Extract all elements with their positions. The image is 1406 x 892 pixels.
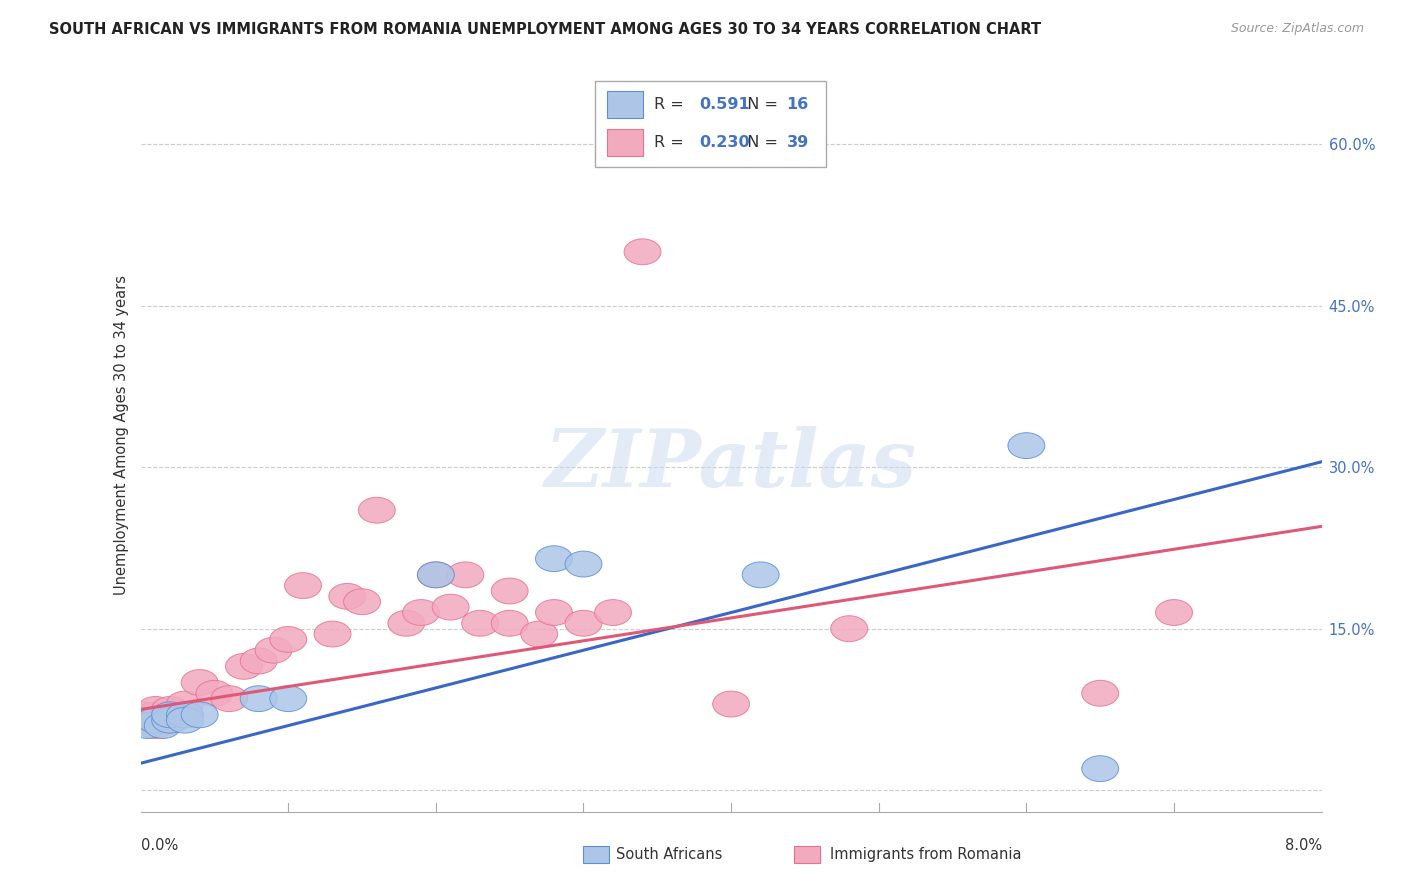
Text: R =: R = [654, 135, 689, 150]
Ellipse shape [195, 681, 233, 706]
Ellipse shape [152, 697, 188, 723]
Ellipse shape [1008, 433, 1045, 458]
Ellipse shape [211, 686, 247, 712]
Text: 0.591: 0.591 [699, 97, 749, 112]
Ellipse shape [166, 707, 204, 733]
Ellipse shape [240, 648, 277, 673]
Text: South Africans: South Africans [616, 847, 723, 862]
Ellipse shape [742, 562, 779, 588]
Ellipse shape [136, 713, 174, 739]
Ellipse shape [152, 707, 188, 733]
Text: 8.0%: 8.0% [1285, 838, 1322, 854]
Y-axis label: Unemployment Among Ages 30 to 34 years: Unemployment Among Ages 30 to 34 years [114, 275, 129, 595]
Text: 39: 39 [786, 135, 808, 150]
Ellipse shape [831, 615, 868, 641]
Ellipse shape [1081, 681, 1119, 706]
Ellipse shape [595, 599, 631, 625]
FancyBboxPatch shape [595, 80, 825, 168]
Ellipse shape [418, 562, 454, 588]
Ellipse shape [129, 704, 166, 730]
Text: ZIPatlas: ZIPatlas [546, 426, 917, 504]
Ellipse shape [181, 670, 218, 696]
Ellipse shape [152, 702, 188, 728]
Ellipse shape [713, 691, 749, 717]
Text: Source: ZipAtlas.com: Source: ZipAtlas.com [1230, 22, 1364, 36]
Ellipse shape [136, 707, 174, 733]
Ellipse shape [166, 702, 204, 728]
Ellipse shape [145, 713, 181, 739]
Ellipse shape [491, 578, 529, 604]
Ellipse shape [181, 702, 218, 728]
Ellipse shape [461, 610, 499, 636]
Ellipse shape [402, 599, 440, 625]
Ellipse shape [270, 626, 307, 652]
Ellipse shape [136, 707, 174, 733]
Text: R =: R = [654, 97, 689, 112]
Ellipse shape [1156, 599, 1192, 625]
Ellipse shape [447, 562, 484, 588]
Ellipse shape [343, 589, 381, 615]
FancyBboxPatch shape [607, 91, 643, 119]
Ellipse shape [388, 610, 425, 636]
Ellipse shape [536, 546, 572, 572]
Text: SOUTH AFRICAN VS IMMIGRANTS FROM ROMANIA UNEMPLOYMENT AMONG AGES 30 TO 34 YEARS : SOUTH AFRICAN VS IMMIGRANTS FROM ROMANIA… [49, 22, 1042, 37]
Ellipse shape [284, 573, 322, 599]
Ellipse shape [254, 637, 292, 663]
Ellipse shape [166, 702, 204, 728]
Ellipse shape [270, 686, 307, 712]
Ellipse shape [491, 610, 529, 636]
Text: N =: N = [737, 97, 783, 112]
Ellipse shape [624, 239, 661, 265]
Text: N =: N = [737, 135, 783, 150]
Ellipse shape [127, 702, 163, 728]
Ellipse shape [565, 610, 602, 636]
Ellipse shape [240, 686, 277, 712]
Ellipse shape [418, 562, 454, 588]
Ellipse shape [329, 583, 366, 609]
Ellipse shape [166, 691, 204, 717]
Ellipse shape [1081, 756, 1119, 781]
FancyBboxPatch shape [607, 128, 643, 156]
Ellipse shape [359, 498, 395, 523]
Ellipse shape [520, 621, 558, 647]
Text: Immigrants from Romania: Immigrants from Romania [830, 847, 1021, 862]
Ellipse shape [136, 697, 174, 723]
Text: 0.0%: 0.0% [141, 838, 177, 854]
Text: 16: 16 [786, 97, 808, 112]
Ellipse shape [536, 599, 572, 625]
Ellipse shape [136, 702, 174, 728]
Ellipse shape [432, 594, 470, 620]
Text: 0.230: 0.230 [699, 135, 749, 150]
Ellipse shape [225, 654, 263, 680]
Ellipse shape [565, 551, 602, 577]
Ellipse shape [314, 621, 352, 647]
Ellipse shape [129, 713, 166, 739]
Ellipse shape [152, 707, 188, 733]
